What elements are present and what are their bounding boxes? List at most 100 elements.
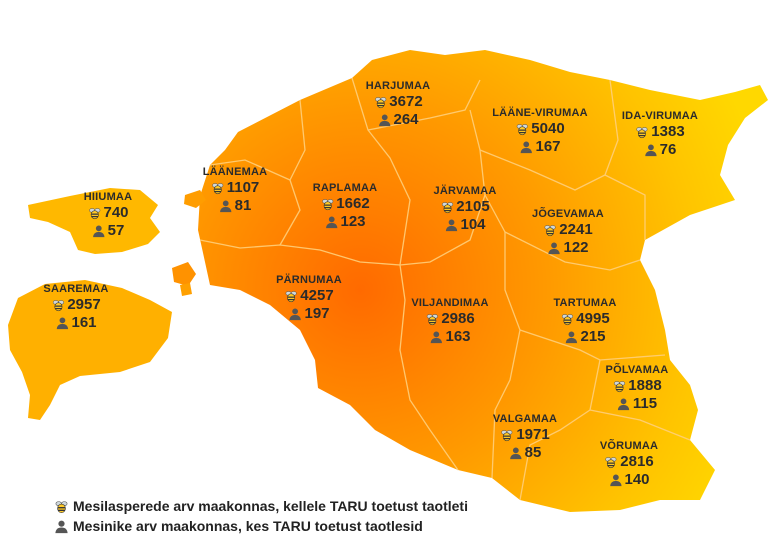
bee-colonies-count: 740 xyxy=(84,204,132,222)
bee-icon xyxy=(636,127,648,139)
person-icon xyxy=(325,216,338,229)
person-icon xyxy=(445,219,458,232)
county-label: JÄRVAMAA 2105 104 xyxy=(434,185,497,234)
beekeepers-value: 81 xyxy=(234,197,252,214)
bee-colonies-value: 1107 xyxy=(226,179,260,196)
beekeepers-value: 57 xyxy=(107,222,125,239)
bee-colonies-value: 2986 xyxy=(441,310,475,327)
bee-colonies-count: 2957 xyxy=(43,296,108,314)
beekeepers-count: 215 xyxy=(553,328,616,346)
bee-colonies-count: 2241 xyxy=(532,221,604,239)
county-boundaries xyxy=(199,77,691,501)
person-icon xyxy=(430,331,443,344)
bee-colonies-value: 2241 xyxy=(559,221,593,238)
person-icon xyxy=(520,141,533,154)
legend-keepers-label: Mesinike arv maakonnas, kes TARU toetust… xyxy=(73,518,423,534)
bee-icon xyxy=(426,314,438,326)
bee-icon xyxy=(285,291,297,303)
person-icon xyxy=(565,331,578,344)
beekeepers-count: 81 xyxy=(203,197,268,215)
muhu-island xyxy=(172,262,196,286)
county-name: JÕGEVAMAA xyxy=(532,208,604,220)
person-icon xyxy=(509,447,522,460)
bee-colonies-value: 740 xyxy=(103,204,129,221)
bee-colonies-count: 1383 xyxy=(622,123,698,141)
saaremaa-shape xyxy=(8,280,172,420)
county-name: IDA-VIRUMAA xyxy=(621,110,699,122)
bee-colonies-value: 4257 xyxy=(300,287,334,304)
county-name: PÄRNUMAA xyxy=(276,274,342,286)
beekeepers-count: 57 xyxy=(84,222,132,240)
person-icon xyxy=(56,317,69,330)
bee-colonies-value: 1662 xyxy=(336,195,370,212)
bee-icon xyxy=(374,97,386,109)
beekeepers-value: 197 xyxy=(304,305,330,322)
bee-colonies-value: 4995 xyxy=(576,310,610,327)
beekeepers-count: 140 xyxy=(600,471,658,489)
beekeepers-value: 264 xyxy=(393,111,419,128)
beekeepers-count: 85 xyxy=(493,444,557,462)
beekeepers-value: 115 xyxy=(632,395,658,412)
bee-icon xyxy=(605,457,617,469)
person-icon xyxy=(219,200,232,213)
county-label: PÄRNUMAA 4257 197 xyxy=(276,274,342,323)
county-name: TARTUMAA xyxy=(553,297,617,309)
bee-colonies-count: 1971 xyxy=(493,426,557,444)
bee-colonies-count: 4257 xyxy=(276,287,342,305)
legend-bees-label: Mesilasperede arv maakonnas, kellele TAR… xyxy=(73,498,468,514)
county-label: HIIUMAA 740 57 xyxy=(84,191,132,240)
bee-colonies-value: 3672 xyxy=(389,93,423,110)
county-name: VILJANDIMAA xyxy=(411,297,489,309)
beekeepers-value: 85 xyxy=(524,444,542,461)
person-icon xyxy=(92,225,105,238)
beekeepers-count: 197 xyxy=(276,305,342,323)
bee-colonies-value: 1971 xyxy=(516,426,550,443)
bee-colonies-value: 2957 xyxy=(67,296,101,313)
county-label: SAAREMAA 2957 161 xyxy=(43,283,108,332)
county-name: HIIUMAA xyxy=(83,191,133,203)
beekeepers-count: 123 xyxy=(313,213,378,231)
bee-icon xyxy=(212,183,224,195)
beekeepers-value: 123 xyxy=(340,213,366,230)
county-label: JÕGEVAMAA 2241 122 xyxy=(532,208,604,257)
beekeepers-value: 140 xyxy=(624,471,650,488)
kihnu-island xyxy=(180,283,192,296)
bee-colonies-count: 4995 xyxy=(553,310,616,328)
bee-colonies-count: 5040 xyxy=(492,120,587,138)
county-name: LÄÄNEMAA xyxy=(202,166,268,178)
legend-keepers-row: Mesinike arv maakonnas, kes TARU toetust… xyxy=(54,516,468,536)
beekeepers-count: 104 xyxy=(434,216,497,234)
bee-colonies-count: 2105 xyxy=(434,198,497,216)
person-icon xyxy=(644,144,657,157)
county-label: HARJUMAA 3672 264 xyxy=(366,80,431,129)
county-label: TARTUMAA 4995 215 xyxy=(553,297,616,346)
legend-bees-row: Mesilasperede arv maakonnas, kellele TAR… xyxy=(54,496,468,516)
bee-colonies-value: 5040 xyxy=(531,120,565,137)
county-label: LÄÄNE-VIRUMAA 5040 167 xyxy=(492,107,587,156)
beekeepers-count: 122 xyxy=(532,239,604,257)
legend: Mesilasperede arv maakonnas, kellele TAR… xyxy=(54,496,468,536)
hiiumaa-shape xyxy=(28,188,160,254)
person-icon xyxy=(378,114,391,127)
beekeepers-value: 163 xyxy=(445,328,471,345)
bee-icon xyxy=(441,202,453,214)
bee-colonies-count: 1107 xyxy=(203,179,268,197)
beekeepers-count: 115 xyxy=(606,395,669,413)
bee-colonies-count: 3672 xyxy=(366,93,431,111)
bee-icon xyxy=(613,381,625,393)
county-name: VÕRUMAA xyxy=(599,440,659,452)
county-name: HARJUMAA xyxy=(365,80,431,92)
beekeepers-value: 215 xyxy=(580,328,606,345)
county-label: PÕLVAMAA 1888 115 xyxy=(606,364,669,413)
beekeepers-count: 163 xyxy=(411,328,488,346)
bee-colonies-value: 2105 xyxy=(456,198,490,215)
mainland-shape xyxy=(198,50,768,512)
beekeepers-count: 167 xyxy=(492,138,587,156)
county-label: VILJANDIMAA 2986 163 xyxy=(411,297,488,346)
person-icon xyxy=(55,520,68,533)
person-icon xyxy=(609,474,622,487)
bee-icon xyxy=(88,208,100,220)
county-name: JÄRVAMAA xyxy=(433,185,497,197)
county-label: LÄÄNEMAA 1107 81 xyxy=(203,166,268,215)
